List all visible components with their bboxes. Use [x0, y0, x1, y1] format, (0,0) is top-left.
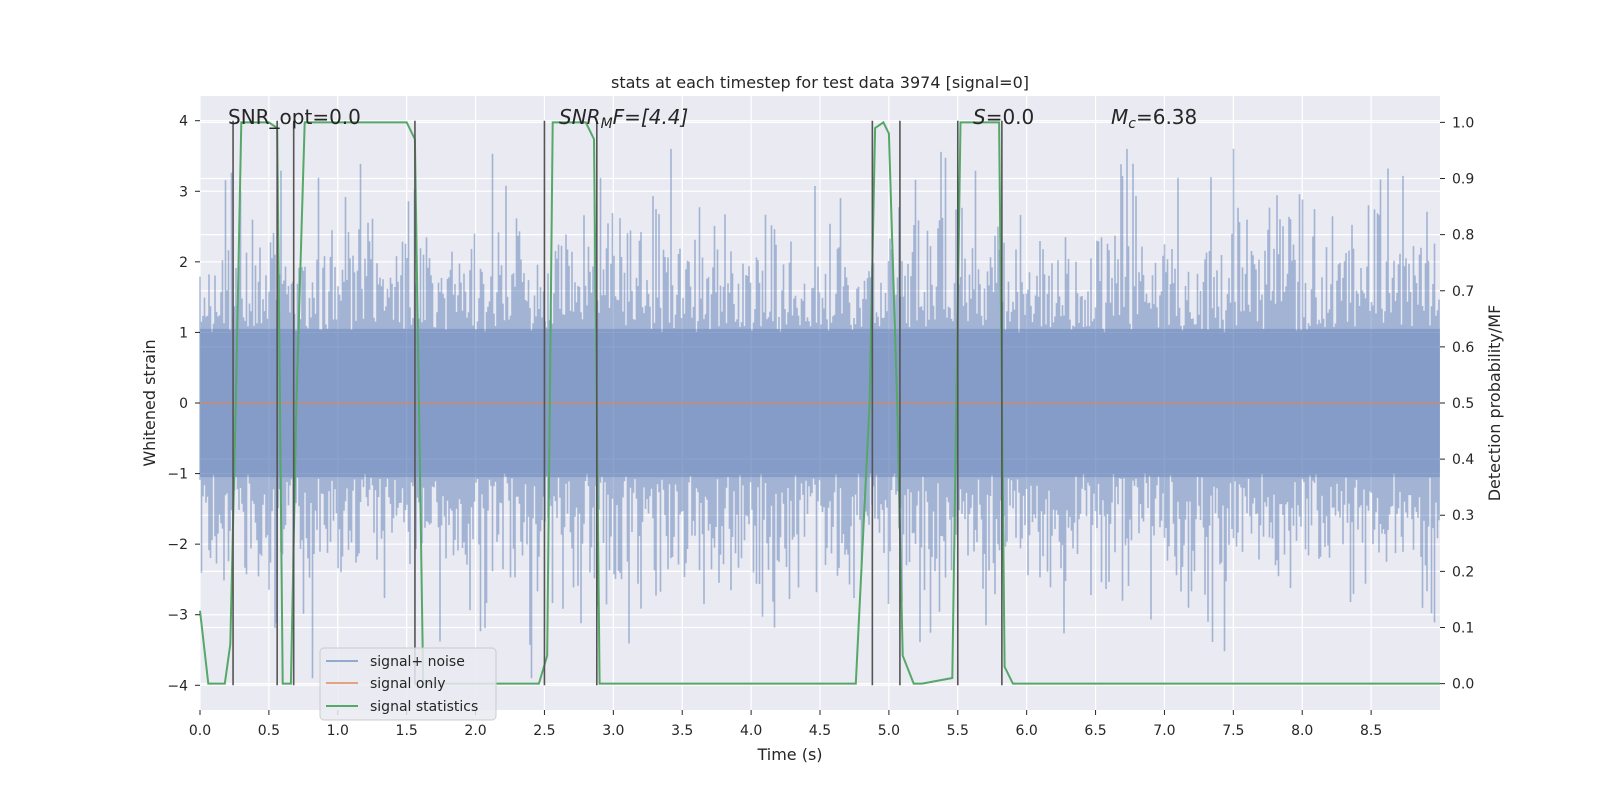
x-tick-label: 3.5 — [671, 723, 693, 739]
legend-entry-signal-statistics: signal statistics — [370, 699, 478, 715]
noise-trace — [199, 148, 1440, 679]
y2-tick-label: 0.3 — [1452, 508, 1474, 524]
legend-entry-signal-only: signal only — [370, 676, 445, 692]
y2-tick-label: 0.7 — [1452, 284, 1474, 300]
legend-entry-signal-noise: signal+ noise — [370, 654, 465, 670]
y2-tick-label: 0.6 — [1452, 340, 1474, 356]
x-tick-label: 0.5 — [258, 723, 280, 739]
x-tick-label: 8.5 — [1360, 723, 1382, 739]
mc-annotation: Mc=6.38 — [1111, 105, 1197, 132]
x-tick-label: 5.5 — [947, 723, 969, 739]
legend-box — [319, 647, 497, 721]
y-tick-label: −2 — [167, 537, 188, 553]
y2-tick-label: 0.5 — [1452, 396, 1474, 412]
y-tick-label: −4 — [167, 678, 188, 694]
snr-opt-annotation: SNR_opt=0.0 — [228, 105, 361, 129]
x-axis-label: Time (s) — [756, 745, 822, 764]
snr-mf-value: F=[4.4] — [613, 105, 689, 129]
x-tick-label: 6.0 — [1016, 723, 1038, 739]
y2-tick-label: 0.2 — [1452, 564, 1474, 580]
snr-mf-annotation: SNRMF=[4.4] — [559, 105, 688, 132]
mc-subscript: c — [1128, 116, 1136, 132]
s-symbol: S — [973, 105, 986, 129]
y2-tick-label: 0.4 — [1452, 452, 1474, 468]
y2-tick-label: 1.0 — [1452, 115, 1474, 131]
axes: 0.0 0.5 1.0 1.5 2.0 2.5 3.0 3.5 4.0 4.5 5.0 5.5 6.0 6… — [167, 114, 1474, 739]
mc-value: =6.38 — [1136, 105, 1197, 129]
y2-tick-label: 0.0 — [1452, 677, 1474, 693]
x-tick-label: 2.5 — [533, 723, 555, 739]
y2-tick-label: 0.8 — [1452, 228, 1474, 244]
y2-tick-label: 0.1 — [1452, 620, 1474, 636]
x-tick-label: 7.5 — [1222, 723, 1244, 739]
y-tick-label: 3 — [179, 184, 188, 200]
x-tick-label: 7.0 — [1153, 723, 1175, 739]
y2-axis-label: Detection probability/MF — [1485, 305, 1504, 502]
x-tick-label: 1.0 — [327, 723, 349, 739]
x-tick-label: 1.5 — [396, 723, 418, 739]
x-tick-label: 5.0 — [878, 723, 900, 739]
snr-mf-subscript: M — [601, 116, 613, 132]
legend: signal+ noise signal only signal statist… — [319, 647, 497, 721]
x-tick-label: 4.5 — [809, 723, 831, 739]
y-tick-label: 4 — [179, 114, 188, 130]
y2-tick-label: 0.9 — [1452, 172, 1474, 188]
x-tick-label: 6.5 — [1084, 723, 1106, 739]
x-tick-label: 0.0 — [189, 723, 211, 739]
y-tick-label: 0 — [179, 396, 188, 412]
s-value: =0.0 — [986, 105, 1035, 129]
y-tick-label: 1 — [179, 325, 188, 341]
x-tick-label: 3.0 — [602, 723, 624, 739]
data-layer — [199, 120, 1440, 686]
x-tick-label: 4.0 — [740, 723, 762, 739]
y-tick-label: −3 — [167, 608, 188, 624]
chart-title: stats at each timestep for test data 397… — [611, 73, 1029, 92]
y-tick-label: 2 — [179, 255, 188, 271]
snr-mf-symbol: SNR — [559, 105, 601, 129]
x-tick-label: 2.0 — [464, 723, 486, 739]
y-axis-label: Whitened strain — [140, 339, 159, 466]
mc-symbol: M — [1111, 105, 1128, 129]
y-tick-label: −1 — [167, 467, 188, 483]
x-tick-label: 8.0 — [1291, 723, 1313, 739]
vertical-markers — [232, 120, 1003, 686]
s-annotation: S=0.0 — [973, 105, 1034, 129]
